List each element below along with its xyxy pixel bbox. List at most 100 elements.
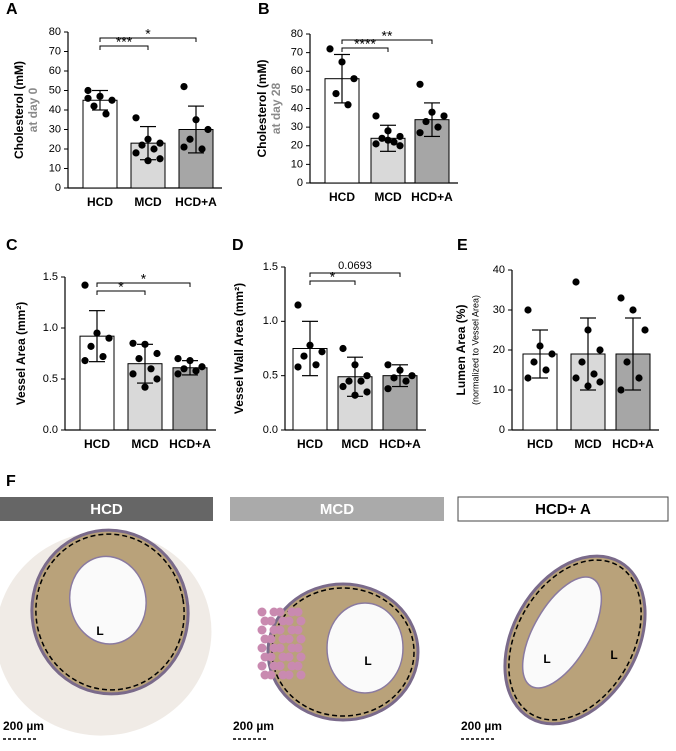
tissue-section <box>503 554 647 726</box>
bar <box>82 99 118 189</box>
data-point <box>384 361 392 369</box>
adipocyte <box>284 634 294 644</box>
significance-bracket <box>309 280 356 285</box>
y-tick-label: 1.5 <box>43 271 58 283</box>
data-point <box>536 342 544 350</box>
data-point <box>530 358 538 366</box>
y-tick-label: 10 <box>493 384 505 396</box>
data-point <box>339 382 347 391</box>
data-point <box>641 326 649 334</box>
y-axis-label: Cholesterol (mM) <box>12 61 26 159</box>
data-point <box>144 157 152 165</box>
y-tick-label: 0 <box>297 177 303 189</box>
y-tick-label: 0 <box>55 182 61 194</box>
adipocyte <box>296 634 306 644</box>
scale-label: 200 µm <box>461 719 502 733</box>
significance-label: * <box>141 271 147 287</box>
lumen-label: L <box>96 624 103 638</box>
y-axis-sublabel: at day 0 <box>26 87 40 132</box>
x-tick-label: HCD <box>297 437 323 451</box>
data-point <box>384 385 392 393</box>
adipocyte <box>266 616 276 626</box>
lumen-label: L <box>543 652 550 666</box>
y-axis-label: Vessel Area (mm²) <box>14 302 28 406</box>
data-point <box>326 45 334 53</box>
y-tick-label: 80 <box>49 26 61 38</box>
y-tick-label: 0.0 <box>263 424 278 436</box>
significance-bracket <box>309 272 401 277</box>
y-tick-label: 0 <box>499 424 505 436</box>
y-tick-label: 20 <box>493 344 505 356</box>
data-point <box>590 370 598 378</box>
x-tick-label: HCD+A <box>169 437 211 451</box>
data-point <box>135 355 143 363</box>
data-point <box>332 90 340 98</box>
data-point <box>584 382 592 390</box>
adipocyte <box>257 607 267 617</box>
y-tick-label: 70 <box>49 45 61 57</box>
scale-label: 200 µm <box>233 719 274 733</box>
y-axis-label: Vessel Wall Area (mm²) <box>232 283 246 414</box>
adipocyte <box>257 643 267 653</box>
panel-title: MCD <box>320 501 354 518</box>
data-point <box>306 341 314 349</box>
significance-label: **** <box>354 36 376 52</box>
data-point <box>174 355 182 363</box>
data-point <box>84 86 92 95</box>
data-point <box>524 306 532 314</box>
tissue-section <box>0 528 212 736</box>
adipocyte <box>266 634 276 644</box>
data-point <box>87 342 95 350</box>
data-point <box>363 388 371 396</box>
error-bar <box>188 105 204 154</box>
data-point <box>396 142 404 150</box>
significance-bracket <box>96 290 146 295</box>
error-bar <box>424 102 440 138</box>
panel-label: A <box>6 1 18 18</box>
lumen <box>326 602 404 694</box>
adipocyte <box>257 625 267 635</box>
data-point <box>300 352 308 360</box>
vessel-outline <box>508 559 642 721</box>
significance-label: 0.0693 <box>338 260 372 272</box>
significance-bracket <box>96 282 191 287</box>
data-point <box>90 102 98 110</box>
adipocyte <box>275 607 285 617</box>
data-point <box>81 281 89 289</box>
y-axis-sublabel: at day 28 <box>269 82 283 134</box>
data-point <box>617 386 625 394</box>
x-tick-label: MCD <box>134 195 162 209</box>
x-tick-label: HCD+A <box>411 190 453 204</box>
data-point <box>156 139 164 147</box>
significance-label: * <box>330 269 336 285</box>
x-tick-label: MCD <box>131 437 159 451</box>
data-point <box>572 278 580 286</box>
adipocyte <box>257 661 267 671</box>
y-tick-label: 10 <box>291 158 303 170</box>
data-point <box>93 329 101 337</box>
data-point <box>548 350 556 358</box>
data-point <box>84 94 92 102</box>
y-tick-label: 20 <box>291 140 303 152</box>
y-tick-label: 40 <box>49 104 61 116</box>
error-bar <box>532 329 548 379</box>
data-point <box>396 132 404 141</box>
data-point <box>623 358 631 366</box>
data-point <box>339 344 347 353</box>
data-point <box>572 374 580 382</box>
data-point <box>312 361 320 369</box>
data-point <box>180 365 188 373</box>
x-tick-label: HCD <box>84 437 110 451</box>
data-point <box>524 374 532 382</box>
data-point <box>416 80 424 88</box>
x-tick-label: HCD+A <box>612 437 654 451</box>
adipocyte <box>266 670 276 680</box>
data-point <box>318 348 326 356</box>
significance-label: * <box>118 279 124 295</box>
data-point <box>428 108 436 116</box>
data-point <box>351 361 359 369</box>
data-point <box>396 366 404 374</box>
data-point <box>192 367 200 375</box>
data-point <box>198 363 206 371</box>
